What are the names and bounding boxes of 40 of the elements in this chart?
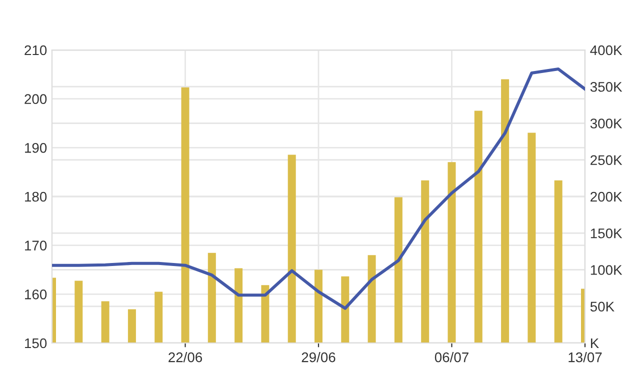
bar	[341, 276, 350, 343]
y2-tick-label: 200K	[590, 192, 622, 202]
bar	[288, 154, 296, 343]
bar	[554, 180, 562, 343]
y2-tick-label: 400K	[590, 45, 622, 56]
bar	[528, 132, 536, 343]
y2-tick-label: 350K	[590, 82, 622, 92]
x-tick-label: 22/06	[168, 352, 202, 362]
bar	[368, 255, 376, 343]
bar	[181, 87, 190, 343]
y2-tick-label: 250K	[590, 155, 622, 166]
bar	[208, 252, 216, 343]
x-tick-label: 29/06	[302, 352, 336, 362]
y2-tick-label: K	[591, 338, 599, 348]
y-tick-label: 180	[25, 192, 47, 202]
y-tick-label: 170	[25, 240, 47, 251]
y2-tick-label: 50K	[590, 302, 614, 312]
bar	[474, 110, 482, 343]
bar	[314, 270, 322, 343]
x-tick-label: 13/07	[568, 352, 602, 362]
y2-tick-label: 300K	[590, 118, 622, 128]
bar	[128, 309, 136, 343]
y-tick-label: 150	[25, 338, 47, 348]
y2-tick-label: 150K	[590, 228, 622, 238]
x-tick-label: 06/07	[434, 352, 468, 362]
bar	[501, 79, 510, 343]
bar	[234, 268, 243, 343]
bar	[394, 197, 402, 343]
y-tick-label: 190	[25, 143, 47, 153]
bar	[448, 162, 456, 343]
y-tick-label: 200	[24, 94, 47, 104]
bar	[421, 180, 430, 343]
bar	[261, 285, 270, 343]
y-tick-label: 210	[24, 45, 47, 56]
bar	[154, 292, 163, 343]
bar	[74, 280, 83, 343]
line-series	[52, 68, 585, 310]
y-tick-label: 160	[25, 290, 47, 300]
y2-tick-label: 100K	[590, 265, 622, 275]
bar	[101, 301, 110, 343]
